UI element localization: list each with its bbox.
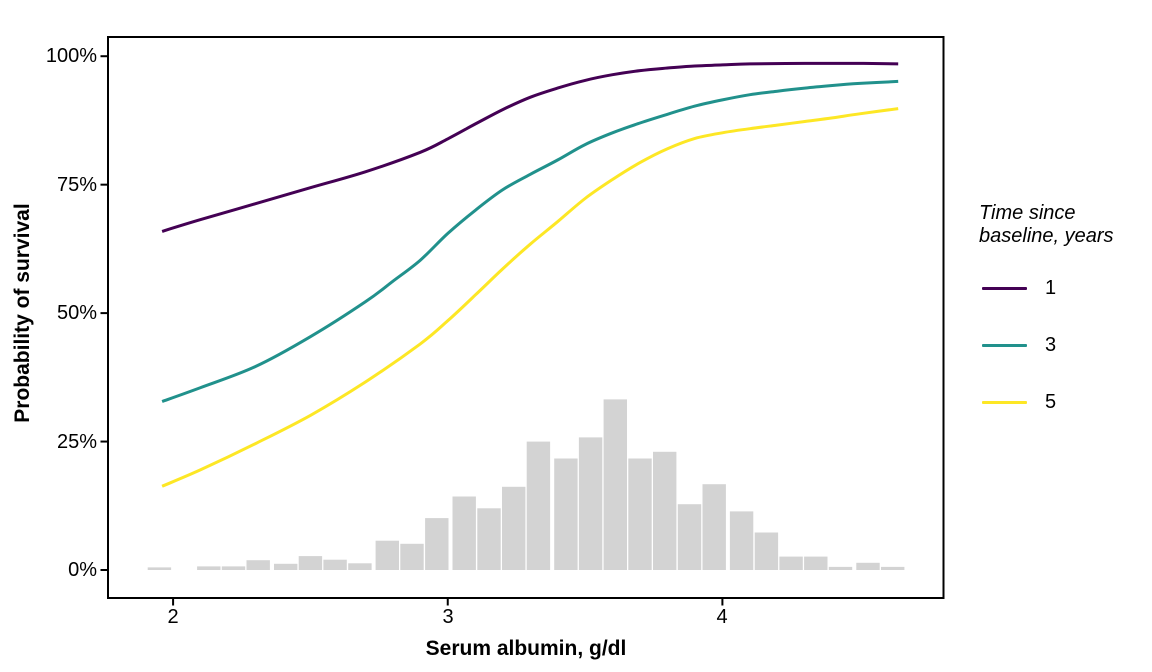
histogram-bar [425,518,449,570]
histogram-bar [400,543,424,570]
histogram-bar [729,511,754,570]
histogram-bar [628,458,652,570]
x-axis-title: Serum albumin, g/dl [425,637,627,660]
legend-item-year-3: 3 [982,333,1056,357]
histogram-bar [578,437,603,570]
y-tick-label: 25% [56,431,97,453]
legend-item-year-5: 5 [982,390,1056,414]
histogram-bar [856,562,880,570]
histogram-bar [754,532,779,570]
legend-title: Time since baseline, years [979,202,1114,248]
y-tick-label: 0% [68,559,97,581]
histogram-bar [828,566,853,570]
legend-key-line [982,286,1027,290]
histogram-bar [779,556,803,570]
x-tick-label: 4 [716,606,728,628]
histogram-bar [197,566,221,570]
histogram-bar [881,566,905,570]
histogram-bar [502,486,526,570]
histogram-bar [274,563,298,570]
curve-year-3 [161,79,899,403]
legend-key-line [982,343,1027,347]
x-tick-label: 2 [167,606,179,628]
histogram-bar [804,556,828,570]
histogram-bar [526,441,551,570]
y-tick-label: 100% [45,45,97,67]
histogram-bar [702,484,726,570]
y-tick-label: 50% [56,302,97,324]
histogram-bar [603,399,627,570]
legend-item-label: 3 [1045,334,1057,356]
histogram-bar [452,496,476,570]
histogram-bar [477,508,501,570]
curve-year-1 [161,61,899,233]
curve-year-5 [161,107,899,488]
histogram-bar [677,504,702,570]
histogram-bar [554,458,578,570]
legend-item-label: 5 [1045,391,1057,413]
histogram-bar [348,563,372,570]
panel-border [107,36,945,599]
legend-key-line [982,400,1027,404]
histogram-bar [375,540,399,570]
histogram-bar [323,559,347,570]
histogram-bar [298,556,323,570]
histogram-bar [653,451,677,570]
histogram-bar [147,567,172,570]
histogram-bar [246,560,270,570]
legend-item-year-1: 1 [982,276,1056,300]
x-tick-label: 3 [442,606,454,628]
histogram-bar [221,566,246,570]
y-tick-label: 75% [56,174,97,196]
legend-item-label: 1 [1045,277,1057,299]
